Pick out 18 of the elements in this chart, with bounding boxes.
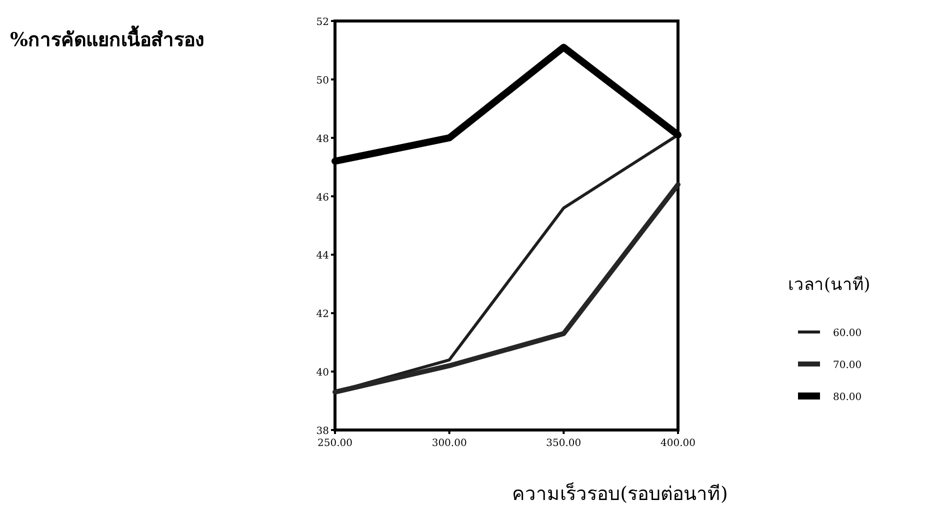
x-axis-title: ความเร็วรอบ(รอบต่อนาที): [512, 481, 728, 505]
y-tick-label: 46: [316, 192, 329, 204]
x-tick-label: 400.00: [660, 438, 696, 449]
x-tick-label: 300.00: [432, 438, 467, 449]
y-tick-label: 40: [316, 368, 329, 379]
y-tick-label: 42: [316, 309, 329, 320]
x-tick-label: 350.00: [546, 438, 582, 449]
legend-label: 60.00: [833, 328, 862, 339]
y-tick-label: 50: [316, 75, 329, 86]
y-tick-label: 52: [316, 17, 329, 28]
y-tick-label: 48: [316, 134, 329, 145]
legend-label: 70.00: [833, 360, 862, 371]
y-tick-label: 38: [316, 426, 329, 437]
y-tick-label: 44: [316, 250, 329, 262]
x-tick-label: 250.00: [318, 438, 352, 449]
legend-title: เวลา(นาที): [788, 275, 870, 295]
text: %การคัดแยกเนื้อสำรอง: [10, 25, 204, 51]
legend-label: 80.00: [833, 392, 862, 403]
